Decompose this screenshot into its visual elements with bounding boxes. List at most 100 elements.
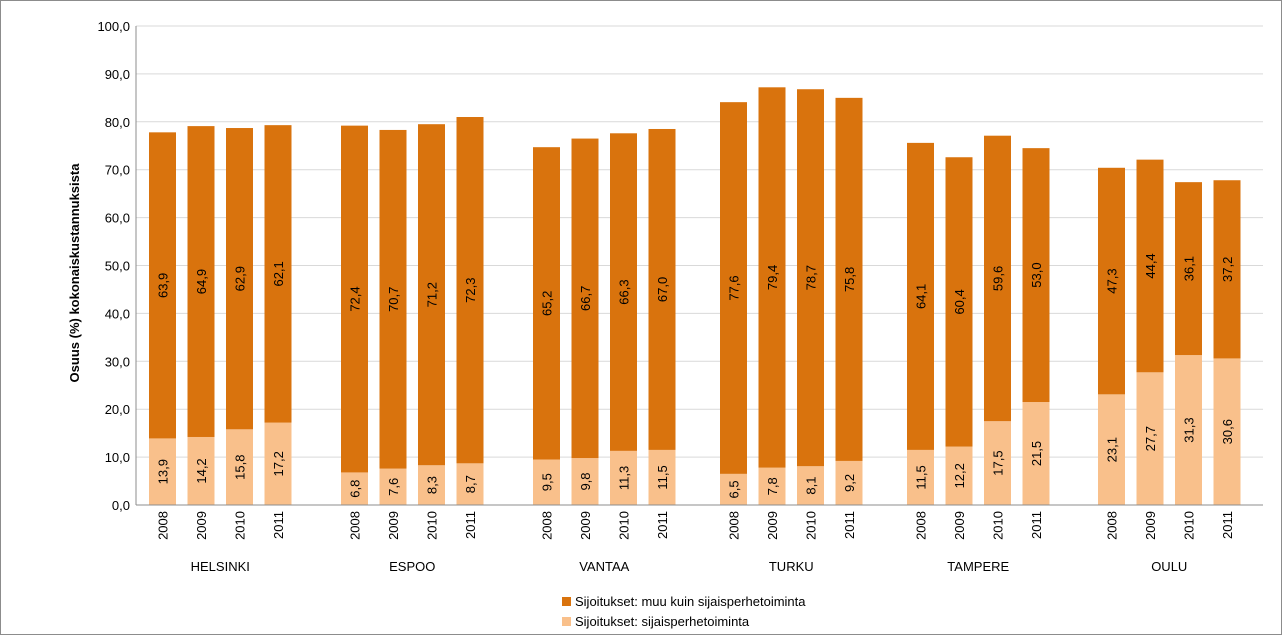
bar-muu [720, 102, 747, 474]
data-label-muu: 65,2 [540, 291, 555, 316]
data-label-muu: 66,7 [578, 286, 593, 311]
x-axis: 2008 2009 2010 2011 HELSINKI 2008 2009 2010 2011… [136, 504, 1263, 574]
x-tick-year: 2008 [540, 511, 555, 540]
bar-muu [456, 117, 484, 464]
data-label-muu: 64,1 [914, 284, 929, 309]
bar-sijaisperhe [341, 472, 368, 505]
data-label-sijaisperhe: 11,5 [914, 465, 929, 489]
bar-muu [907, 142, 934, 450]
bar-muu [264, 125, 292, 423]
data-label-sijaisperhe: 7,6 [386, 478, 401, 496]
data-label-muu: 66,3 [617, 279, 632, 304]
legend-swatch-muu [562, 597, 571, 606]
x-tick-year: 2011 [271, 511, 286, 539]
x-tick-year: 2009 [1143, 511, 1158, 540]
legend-label-sijaisperhe: Sijoitukset: sijaisperhetoiminta [575, 614, 750, 629]
bars: 13,9 63,9 14,2 64,9 15,8 62,9 17,2 62,1 6,8 72,4 7… [149, 87, 1241, 505]
bar-sijaisperhe [758, 467, 786, 505]
y-tick-label: 80,0 [105, 115, 130, 130]
data-label-muu: 62,9 [233, 266, 248, 291]
data-label-muu: 36,1 [1182, 256, 1197, 281]
x-tick-year: 2008 [1105, 511, 1120, 540]
data-label-sijaisperhe: 21,5 [1029, 441, 1044, 466]
bar-muu [758, 87, 786, 468]
y-axis: 0,0 10,0 20,0 30,0 40,0 50,0 60,0 70,0 80,0 90,0 1… [97, 19, 137, 513]
data-label-muu: 53,0 [1029, 262, 1044, 287]
data-label-sijaisperhe: 8,7 [463, 475, 478, 493]
bar-sijaisperhe [797, 466, 824, 505]
x-tick-year: 2010 [991, 511, 1006, 540]
legend-label-muu: Sijoitukset: muu kuin sijaisperhetoimint… [575, 594, 806, 609]
bar-sijaisperhe [1098, 394, 1125, 505]
data-label-sijaisperhe: 31,3 [1182, 417, 1197, 442]
x-group-label: ESPOO [389, 559, 435, 574]
data-label-muu: 79,4 [765, 265, 780, 290]
data-label-muu: 70,7 [386, 287, 401, 312]
bar-muu [571, 138, 599, 459]
data-label-sijaisperhe: 15,8 [233, 455, 248, 480]
bar-muu [835, 97, 863, 461]
bar-sijaisperhe [1175, 355, 1202, 505]
bar-muu [379, 129, 407, 469]
data-label-sijaisperhe: 12,2 [952, 463, 967, 488]
bar-sijaisperhe [379, 468, 407, 505]
bar-muu [610, 133, 637, 451]
x-tick-year: 2009 [194, 511, 209, 540]
y-axis-label: Osuus (%) kokonaiskustannuksista [67, 163, 82, 383]
gridlines [136, 25, 1263, 458]
data-label-sijaisperhe: 14,2 [194, 458, 209, 483]
x-tick-year: 2011 [842, 511, 857, 539]
bar-muu [533, 147, 560, 460]
bar-muu [1022, 148, 1050, 403]
bar-muu [341, 125, 368, 473]
data-label-muu: 72,3 [463, 278, 478, 303]
x-tick-year: 2009 [578, 511, 593, 540]
data-label-sijaisperhe: 13,9 [156, 459, 171, 484]
data-label-sijaisperhe: 27,7 [1143, 426, 1158, 451]
bar-sijaisperhe [571, 458, 599, 505]
bar-sijaisperhe [226, 429, 253, 505]
data-label-muu: 63,9 [156, 273, 171, 298]
data-label-sijaisperhe: 8,1 [804, 477, 819, 495]
y-tick-label: 90,0 [105, 67, 130, 82]
data-label-muu: 60,4 [952, 289, 967, 314]
bar-sijaisperhe [720, 473, 747, 505]
bar-muu [648, 128, 676, 450]
data-label-muu: 78,7 [804, 265, 819, 290]
x-tick-year: 2008 [727, 511, 742, 540]
bar-muu [149, 132, 176, 439]
bar-sijaisperhe [533, 459, 560, 505]
bar-sijaisperhe [835, 460, 863, 505]
data-label-muu: 47,3 [1105, 268, 1120, 293]
data-label-sijaisperhe: 6,8 [348, 480, 363, 498]
data-label-muu: 71,2 [425, 282, 440, 307]
bar-sijaisperhe [418, 465, 445, 505]
bar-sijaisperhe [187, 436, 215, 505]
bar-muu [1136, 159, 1164, 373]
x-group-label: TAMPERE [947, 559, 1009, 574]
x-tick-year: 2008 [348, 511, 363, 540]
x-group-label: TURKU [769, 559, 814, 574]
x-tick-year: 2010 [425, 511, 440, 540]
x-tick-year: 2010 [1182, 511, 1197, 540]
x-tick-year: 2010 [233, 511, 248, 540]
bar-sijaisperhe [456, 463, 484, 505]
bar-sijaisperhe [1213, 358, 1241, 505]
data-label-sijaisperhe: 9,8 [578, 472, 593, 490]
x-tick-year: 2010 [617, 511, 632, 540]
x-tick-year: 2008 [914, 511, 929, 540]
data-label-sijaisperhe: 9,5 [540, 473, 555, 491]
y-tick-label: 0,0 [112, 498, 130, 513]
bar-muu [797, 89, 824, 467]
y-tick-label: 40,0 [105, 306, 130, 321]
bar-sijaisperhe [984, 421, 1011, 505]
y-tick-label: 30,0 [105, 354, 130, 369]
bar-sijaisperhe [907, 449, 934, 505]
data-label-sijaisperhe: 6,5 [727, 480, 742, 498]
x-tick-year: 2009 [765, 511, 780, 540]
x-group-label: VANTAA [579, 559, 629, 574]
y-tick-label: 20,0 [105, 402, 130, 417]
data-label-muu: 44,4 [1143, 253, 1158, 278]
data-label-sijaisperhe: 23,1 [1105, 437, 1120, 462]
